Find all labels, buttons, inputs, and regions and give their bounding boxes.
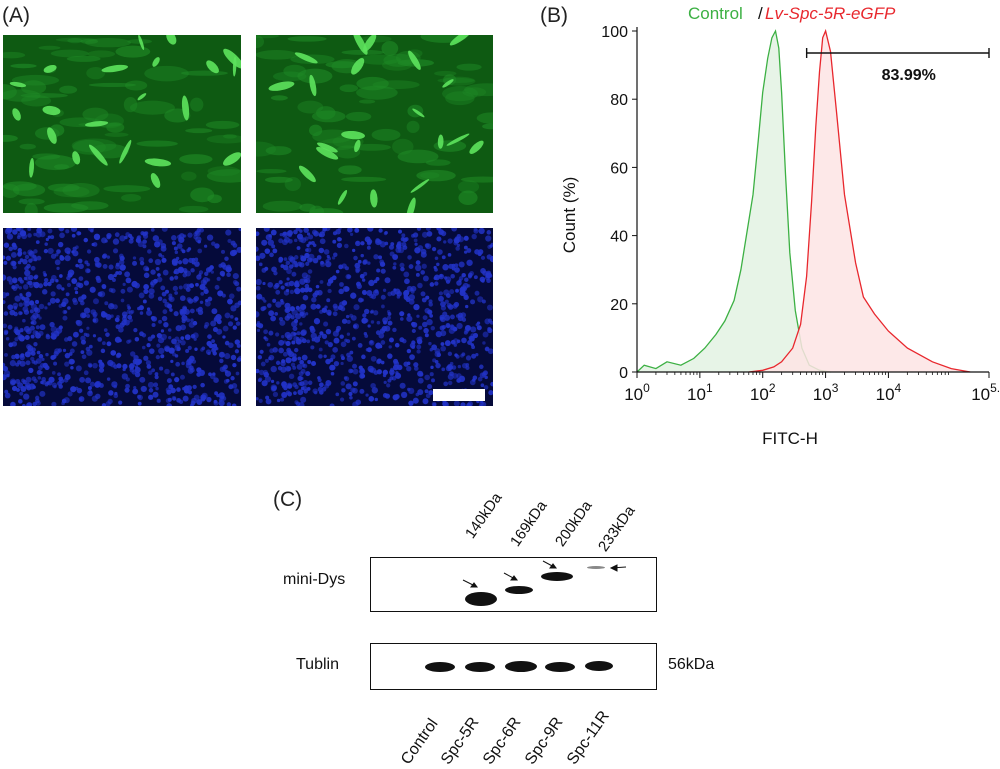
panel-label-a: (A) <box>2 4 30 27</box>
lane-label-spc-9r: Spc-9R <box>522 714 567 768</box>
series-fill-1 <box>748 31 971 372</box>
row-label-mini-dys: mini-Dys <box>283 571 346 588</box>
panel-label-c: (C) <box>273 488 303 511</box>
dapi-micrograph-left <box>3 228 241 406</box>
y-tick-label-100: 100 <box>601 24 628 41</box>
band-tublin-spc-11r <box>585 661 613 671</box>
x-tick-label-3: 103 <box>813 381 839 404</box>
panel-label-b: (B) <box>540 4 568 27</box>
y-tick-label-20: 20 <box>610 297 628 314</box>
lane-label-control: Control <box>398 715 442 768</box>
kda-label-140: 140kDa <box>462 489 506 542</box>
gate-percentage: 83.99% <box>882 67 936 84</box>
gfp-micrograph-left <box>3 35 241 213</box>
y-axis-label: Count (%) <box>560 177 579 254</box>
x-tick-label-2: 102 <box>750 381 776 404</box>
band-spc-11r <box>587 566 605 569</box>
lane-label-spc-11r: Spc-11R <box>564 707 613 768</box>
band-tublin-spc-6r <box>505 661 537 672</box>
lane-label-spc-6r: Spc-6R <box>480 714 525 768</box>
legend-treated: Lv-Spc-5R-eGFP <box>765 4 896 23</box>
band-tublin-control <box>425 662 455 672</box>
kda-label-169: 169kDa <box>507 497 551 550</box>
blot-mini-dys <box>370 557 657 612</box>
y-tick-label-40: 40 <box>610 229 628 246</box>
kda-label-233: 233kDa <box>595 502 639 555</box>
y-tick-label-0: 0 <box>619 365 628 382</box>
x-tick-label-4: 104 <box>876 381 902 404</box>
band-spc-9r <box>541 572 573 581</box>
gfp-micrograph-right <box>256 35 493 213</box>
x-axis-label: FITC-H <box>762 429 818 448</box>
legend-separator: / <box>758 4 763 23</box>
y-tick-label-60: 60 <box>610 160 628 177</box>
dapi-micrograph-right <box>256 228 493 406</box>
flow-histogram: 0 20 40 60 80 100 100 101 102 103 104 105.6 Control… <box>560 4 1000 448</box>
kda-label-200: 200kDa <box>552 497 596 550</box>
band-spc-5r <box>465 592 497 606</box>
blot-tublin <box>370 643 657 690</box>
series-line-1 <box>748 28 971 373</box>
x-tick-label-0: 100 <box>624 381 650 404</box>
lane-label-spc-5r: Spc-5R <box>438 714 483 768</box>
row-label-tublin: Tublin <box>296 656 339 673</box>
band-tublin-spc-9r <box>545 662 575 672</box>
band-arrows <box>462 560 627 588</box>
scale-bar <box>433 389 485 401</box>
series-line-0 <box>636 29 831 373</box>
legend-control: Control <box>688 4 743 23</box>
y-tick-label-80: 80 <box>610 92 628 109</box>
band-spc-6r <box>505 586 533 594</box>
x-tick-label-1: 101 <box>687 381 713 404</box>
band-tublin-spc-5r <box>465 662 495 672</box>
molecular-weight-label: 56kDa <box>668 656 715 673</box>
x-tick-label-5: 105.6 <box>971 381 1000 404</box>
